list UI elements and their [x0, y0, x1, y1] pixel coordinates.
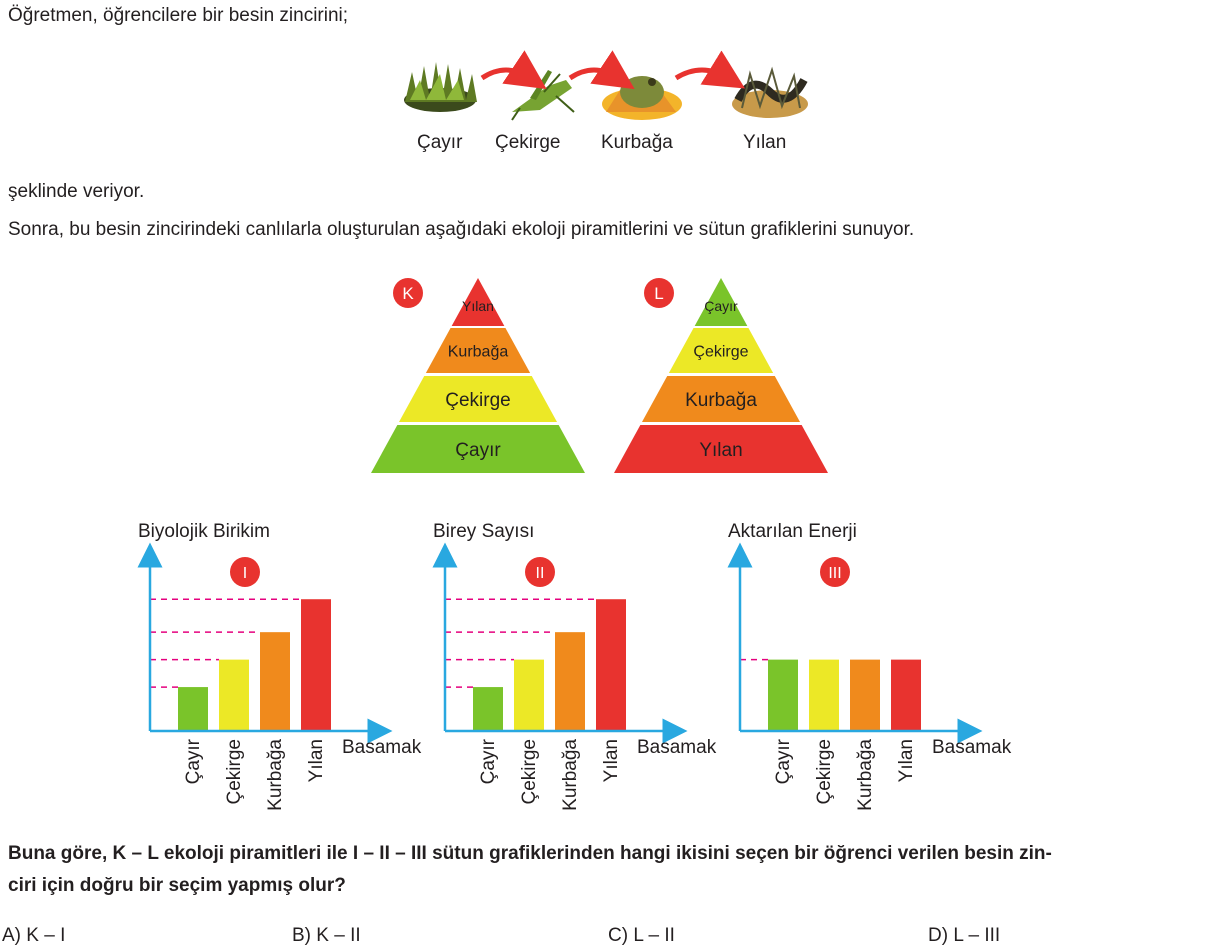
chart-category-label: Çekirge [224, 739, 245, 804]
chain-label-cekirge: Çekirge [495, 132, 561, 153]
pyramid-badge-label: L [654, 284, 663, 303]
chart-bar [301, 599, 331, 731]
pyramid-level [371, 425, 585, 473]
chart-bar [768, 659, 798, 731]
arrow-icon [568, 50, 635, 90]
chart-bar [850, 659, 880, 731]
pyramid-level [425, 328, 531, 373]
pyramid-k: Yılan Kurbağa Çekirge Çayır K [371, 278, 585, 473]
option-a-text: K – I [26, 925, 66, 946]
pyramid-level-label: Yılan [462, 298, 494, 314]
option-a-letter: A) [2, 925, 21, 946]
chart-category-label: Kurbağa [265, 739, 286, 811]
chart-iii: Aktarılan Enerji III Basamak Çayır Çekirge Ku… [727, 521, 1012, 811]
chart-category-label: Yılan [896, 739, 917, 782]
chain-label-kurbaga: Kurbağa [601, 132, 673, 153]
chart-category-label: Çekirge [814, 739, 835, 804]
column-charts: Biyolojik Birikim I Basamak Çayır Çekirge Kur… [137, 521, 1012, 811]
after-chain-text: şeklinde veriyor. [8, 181, 145, 202]
snake-icon [732, 66, 808, 118]
chart-ii: Birey Sayısı II Basamak Çayır Çekirge Kurbağa… [432, 521, 717, 811]
chain-label-yilan: Yılan [743, 132, 787, 153]
frog-icon [602, 76, 682, 120]
chart-badge-label: II [536, 565, 545, 582]
pyramid-badge [393, 278, 423, 308]
paragraph-text: Sonra, bu besin zincirindeki canlılarla … [8, 219, 915, 240]
ecology-pyramids: Yılan Kurbağa Çekirge Çayır K Çayır Çekirge Ku… [371, 278, 828, 473]
chart-bar [555, 632, 585, 731]
chart-ylabel: Birey Sayısı [433, 521, 534, 542]
chart-badge [820, 557, 850, 587]
chart-bar [596, 599, 626, 731]
chart-category-label: Yılan [601, 739, 622, 782]
pyramid-badge [644, 278, 674, 308]
grass-icon [404, 62, 477, 112]
chart-bar [178, 687, 208, 731]
chart-bar [891, 659, 921, 731]
question-line-1: Buna göre, K – L ekoloji piramitleri ile… [8, 843, 1052, 864]
option-b[interactable]: B) K – II [292, 924, 361, 948]
pyramid-level-label: Çekirge [693, 343, 748, 360]
pyramid-level-label: Çekirge [445, 390, 510, 411]
intro-text: Öğretmen, öğrencilere bir besin zincirin… [8, 5, 349, 26]
pyramid-level-label: Kurbağa [448, 343, 509, 360]
arrow-icon [480, 50, 547, 90]
chart-bar [219, 659, 249, 731]
pyramid-level [398, 376, 558, 422]
chart-category-label: Çayır [478, 738, 499, 784]
option-b-text: K – II [316, 925, 361, 946]
arrow-icon [674, 50, 746, 89]
option-a[interactable]: A) K – I [2, 924, 65, 948]
chart-category-label: Çayır [773, 738, 794, 784]
pyramid-l: Çayır Çekirge Kurbağa Yılan L [614, 278, 828, 473]
option-c-text: L – II [633, 925, 675, 946]
chart-bar [514, 659, 544, 731]
chart-i: Biyolojik Birikim I Basamak Çayır Çekirge Kur… [137, 521, 422, 811]
pyramid-level-label: Çayır [455, 440, 501, 461]
option-c-letter: C) [608, 925, 629, 946]
chart-category-label: Yılan [306, 739, 327, 782]
chart-badge [230, 557, 260, 587]
chain-label-cayir: Çayır [417, 132, 463, 153]
chart-bar [260, 632, 290, 731]
pyramid-level-label: Yılan [699, 440, 742, 461]
pyramid-level [641, 376, 801, 422]
chart-badge-label: III [828, 565, 841, 582]
pyramid-level [614, 425, 828, 473]
chart-bar [473, 687, 503, 731]
chart-category-label: Kurbağa [855, 739, 876, 811]
option-d-text: L – III [953, 925, 1001, 946]
pyramid-level-label: Çayır [704, 298, 738, 314]
chart-badge-label: I [243, 565, 247, 582]
pyramid-level [694, 278, 748, 326]
option-d-letter: D) [928, 925, 949, 946]
chart-category-label: Çekirge [519, 739, 540, 804]
food-chain-illustration [404, 50, 808, 121]
option-b-letter: B) [292, 925, 311, 946]
chart-xlabel: Basamak [342, 737, 422, 758]
chart-xlabel: Basamak [932, 737, 1012, 758]
chart-ylabel: Biyolojik Birikim [138, 521, 270, 542]
chart-bar [809, 659, 839, 731]
chart-xlabel: Basamak [637, 737, 717, 758]
option-d[interactable]: D) L – III [928, 924, 1000, 948]
pyramid-level [668, 328, 774, 373]
chart-category-label: Kurbağa [560, 739, 581, 811]
chart-badge [525, 557, 555, 587]
pyramid-level-label: Kurbağa [685, 390, 757, 411]
question-line-2: ciri için doğru bir seçim yapmış olur? [8, 875, 346, 896]
pyramid-level [451, 278, 505, 326]
pyramid-badge-label: K [402, 284, 414, 303]
chart-category-label: Çayır [183, 738, 204, 784]
option-c[interactable]: C) L – II [608, 924, 675, 948]
chart-ylabel: Aktarılan Enerji [728, 521, 857, 542]
